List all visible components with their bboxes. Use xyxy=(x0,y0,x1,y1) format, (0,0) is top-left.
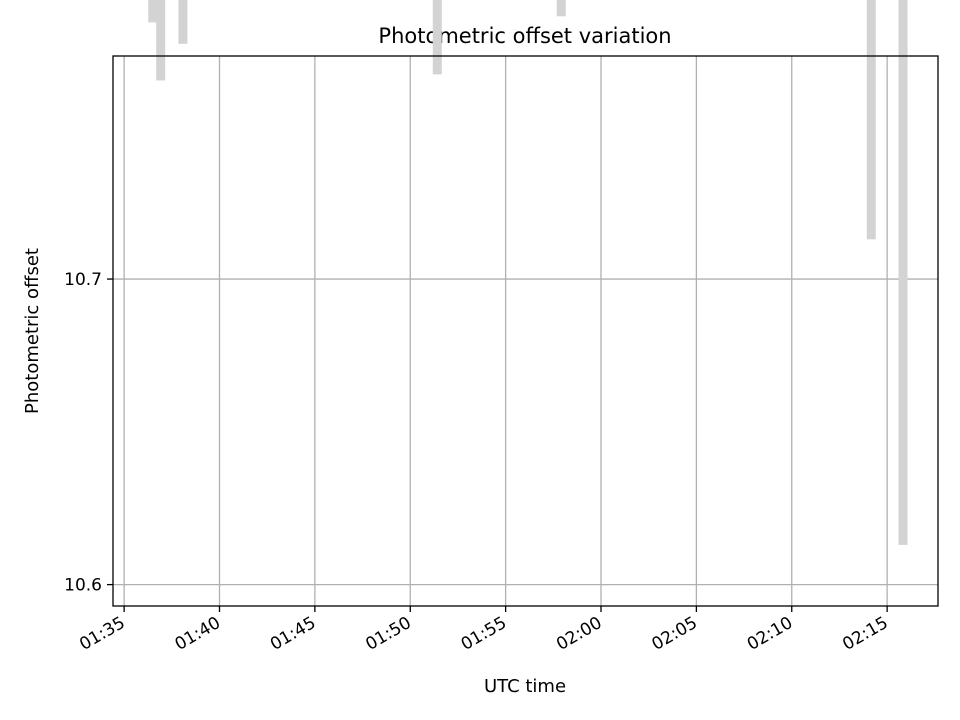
x-axis-title: UTC time xyxy=(484,676,566,697)
y-tick-label: 10.6 xyxy=(64,576,102,596)
error-bar xyxy=(556,0,566,17)
grid xyxy=(113,56,938,606)
error-bars xyxy=(148,0,908,545)
chart-title: Photometric offset variation xyxy=(378,24,671,48)
error-bar xyxy=(156,0,166,81)
error-bar xyxy=(432,0,442,75)
error-bar xyxy=(148,0,158,23)
error-bar xyxy=(898,0,908,545)
y-axis: 10.610.710.810.911.0 xyxy=(64,270,113,596)
y-axis-title: Photometric offset xyxy=(22,248,43,414)
error-bar xyxy=(866,0,876,240)
plot-frame xyxy=(112,55,939,607)
y-tick-label: 10.7 xyxy=(64,270,102,290)
error-bar xyxy=(178,0,188,44)
